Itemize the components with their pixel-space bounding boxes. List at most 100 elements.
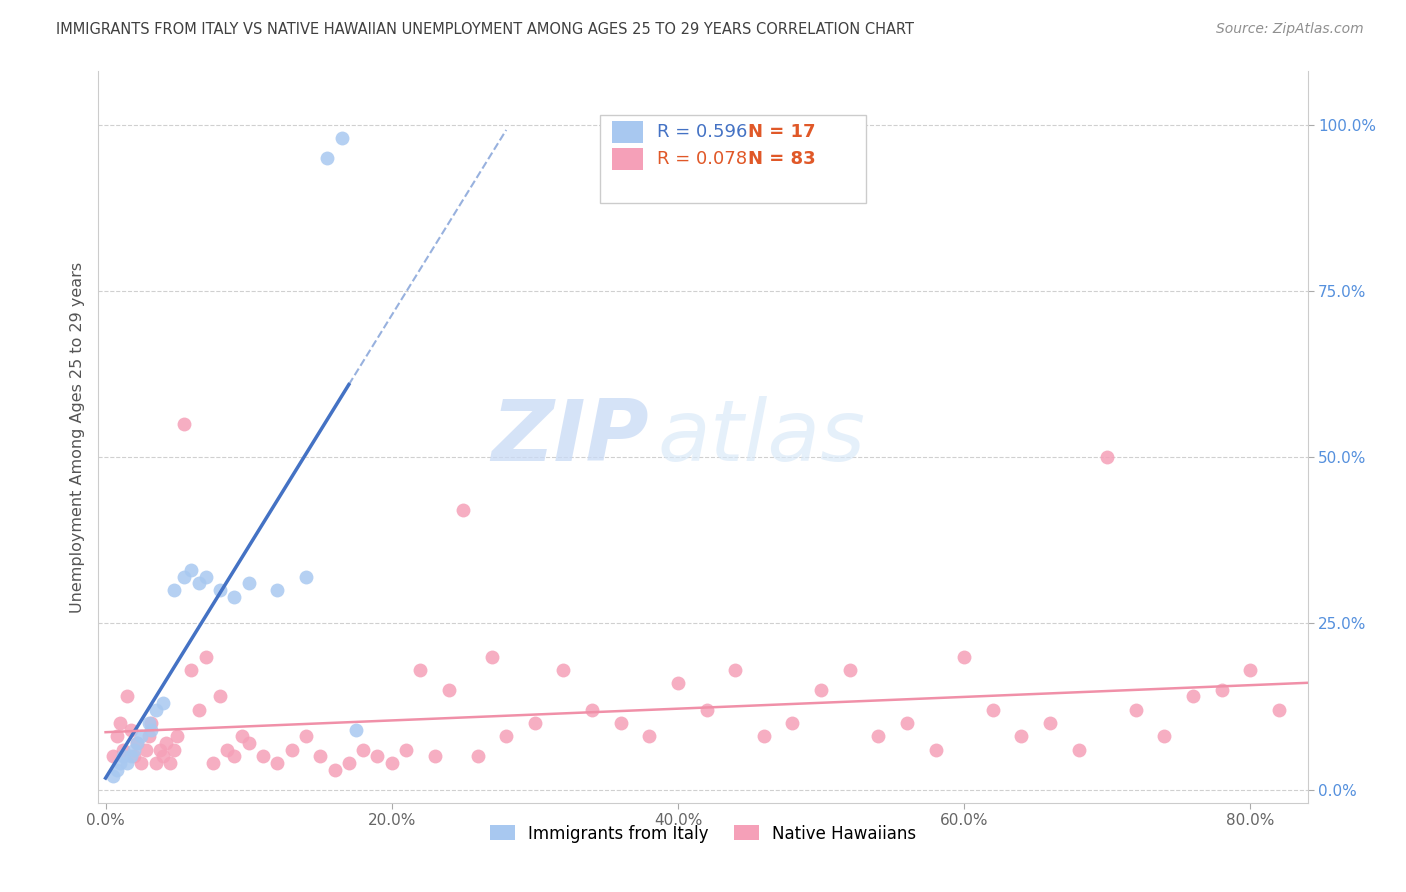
Point (187, 703, 209, 717)
FancyBboxPatch shape (613, 121, 643, 143)
Point (173, 570, 195, 584)
Point (180, 563, 202, 577)
Point (231, 729, 253, 743)
Point (149, 742, 172, 756)
Point (120, 723, 142, 737)
Point (1125, 703, 1147, 717)
Point (838, 663, 860, 677)
Point (609, 716, 631, 731)
Point (1067, 742, 1090, 756)
Text: N = 83: N = 83 (748, 150, 815, 168)
Text: IMMIGRANTS FROM ITALY VS NATIVE HAWAIIAN UNEMPLOYMENT AMONG AGES 25 TO 29 YEARS : IMMIGRANTS FROM ITALY VS NATIVE HAWAIIAN… (56, 22, 914, 37)
Point (330, 131, 353, 145)
Point (155, 736, 177, 750)
Point (145, 756, 167, 770)
Point (141, 723, 163, 737)
Text: N = 17: N = 17 (748, 123, 815, 141)
Point (163, 582, 186, 597)
Point (782, 716, 804, 731)
Point (180, 663, 202, 677)
Point (696, 703, 718, 717)
Point (366, 749, 388, 764)
Point (1153, 729, 1175, 743)
Point (409, 663, 432, 677)
Point (666, 676, 689, 690)
Point (238, 576, 260, 591)
Point (217, 742, 239, 756)
Point (553, 663, 575, 677)
Point (337, 756, 360, 770)
Point (163, 742, 186, 756)
Point (125, 736, 148, 750)
Point (238, 736, 260, 750)
Point (266, 582, 288, 597)
Point (187, 576, 209, 591)
Point (135, 742, 157, 756)
Point (581, 703, 603, 717)
Point (437, 682, 460, 697)
Y-axis label: Unemployment Among Ages 25 to 29 years: Unemployment Among Ages 25 to 29 years (69, 261, 84, 613)
Point (209, 582, 232, 597)
Point (316, 151, 339, 165)
Point (122, 742, 145, 756)
Point (105, 729, 128, 743)
Point (423, 749, 446, 764)
Point (495, 729, 517, 743)
Point (101, 769, 124, 783)
Point (381, 756, 404, 770)
Point (752, 729, 775, 743)
Point (120, 749, 142, 764)
Point (868, 729, 890, 743)
Point (194, 570, 217, 584)
Point (141, 716, 163, 731)
Point (108, 716, 131, 731)
Legend: Immigrants from Italy, Native Hawaiians: Immigrants from Italy, Native Hawaiians (484, 818, 922, 849)
Point (125, 736, 148, 750)
Point (252, 749, 274, 764)
Point (280, 742, 302, 756)
Point (638, 729, 661, 743)
Point (122, 749, 145, 764)
Point (173, 417, 195, 431)
Point (108, 756, 131, 770)
Point (159, 756, 181, 770)
Point (323, 763, 346, 777)
Point (1239, 663, 1261, 677)
Point (152, 696, 174, 710)
Point (224, 749, 246, 764)
Point (115, 756, 138, 770)
Point (924, 742, 946, 756)
Point (266, 756, 288, 770)
Point (1268, 703, 1291, 717)
Point (131, 756, 153, 770)
Point (724, 663, 747, 677)
Text: R = 0.078: R = 0.078 (657, 150, 747, 168)
Point (138, 716, 160, 731)
Point (105, 763, 128, 777)
Point (981, 703, 1004, 717)
Point (224, 590, 246, 604)
Point (138, 729, 160, 743)
Point (1211, 682, 1233, 697)
Point (309, 749, 332, 764)
Text: R = 0.596: R = 0.596 (657, 123, 748, 141)
Point (295, 570, 318, 584)
Point (295, 729, 318, 743)
Point (953, 649, 976, 664)
Text: ZIP: ZIP (491, 395, 648, 479)
Text: atlas: atlas (657, 395, 865, 479)
Point (111, 749, 134, 764)
Point (1010, 729, 1032, 743)
Point (344, 723, 367, 737)
Point (810, 682, 832, 697)
Point (145, 703, 167, 717)
Point (111, 742, 134, 756)
Point (115, 690, 138, 704)
Point (896, 716, 918, 731)
FancyBboxPatch shape (613, 148, 643, 170)
Point (467, 749, 489, 764)
Point (209, 690, 232, 704)
Point (201, 756, 224, 770)
Point (1097, 450, 1119, 464)
Point (152, 749, 174, 764)
